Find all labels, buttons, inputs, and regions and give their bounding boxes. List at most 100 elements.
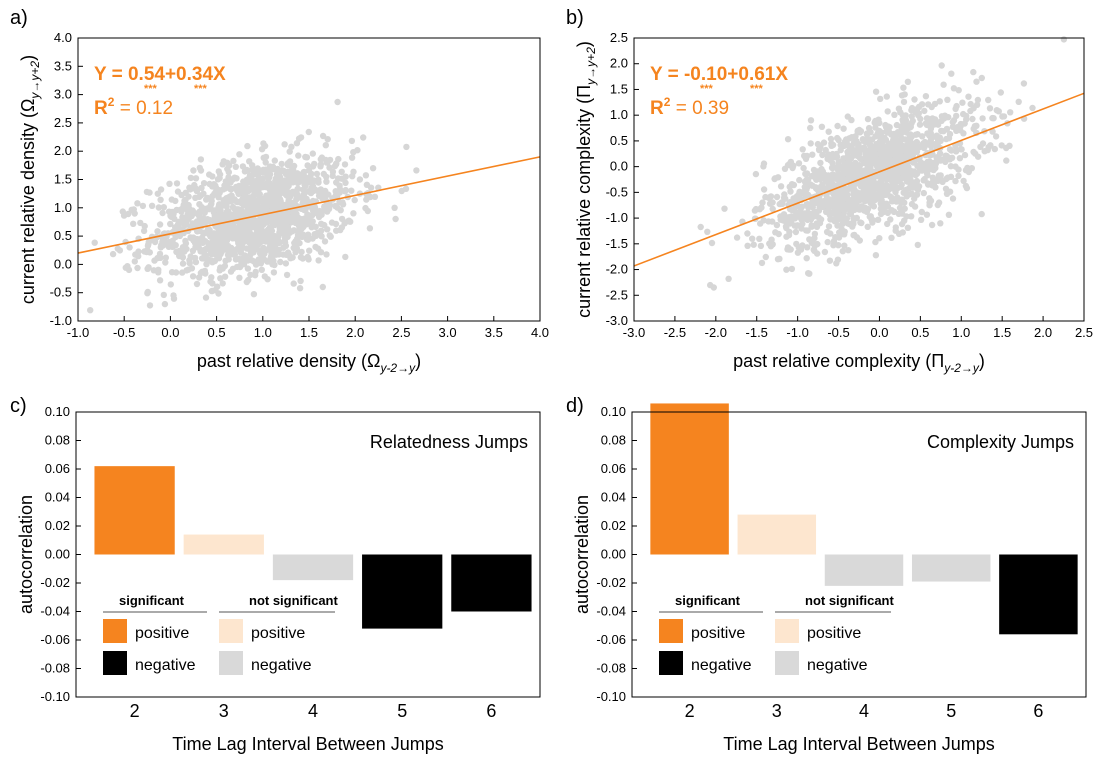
- scatter-point: [240, 181, 247, 188]
- scatter-point: [844, 148, 851, 156]
- scatter-point: [992, 133, 1000, 140]
- scatter-point: [252, 261, 260, 268]
- r-squared-sup: 2: [108, 95, 115, 109]
- scatter-point: [886, 129, 893, 136]
- scatter-point: [295, 216, 302, 223]
- scatter-point: [333, 227, 340, 234]
- scatter-point: [877, 210, 885, 218]
- scatter-point: [266, 195, 273, 202]
- scatter-point: [301, 179, 309, 186]
- scatter-point: [803, 152, 811, 160]
- scatter-point: [323, 178, 330, 185]
- scatter-point: [787, 159, 794, 167]
- x-tick-label: 1.0: [254, 325, 272, 340]
- scatter-point: [904, 224, 912, 231]
- y-tick-label: 4.0: [54, 30, 72, 45]
- scatter-point: [211, 233, 218, 240]
- scatter-point: [841, 242, 848, 249]
- scatter-point: [830, 199, 837, 206]
- scatter-point: [924, 158, 931, 166]
- scatter-point: [209, 280, 216, 287]
- scatter-point: [804, 191, 812, 198]
- plot-frame: [633, 37, 1085, 322]
- scatter-points: [697, 36, 1068, 291]
- y-tick-label: 3.0: [54, 87, 72, 102]
- scatter-point: [283, 271, 291, 279]
- x-axis-label: past relative complexity (Πy-2→y): [733, 351, 985, 375]
- scatter-point: [220, 233, 227, 240]
- scatter-point: [797, 210, 804, 217]
- scatter-point: [179, 269, 186, 276]
- scatter-point: [844, 191, 851, 198]
- scatter-point: [936, 150, 944, 157]
- scatter-point: [956, 155, 964, 162]
- scatter-point: [146, 302, 154, 309]
- scatter-point: [872, 117, 879, 125]
- scatter-point: [250, 291, 258, 298]
- scatter-point: [413, 167, 420, 174]
- scatter-point: [756, 235, 763, 242]
- scatter-point: [157, 196, 164, 203]
- scatter-point: [291, 208, 299, 215]
- scatter-point: [896, 143, 903, 150]
- scatter-point: [886, 186, 893, 193]
- r-squared-label: R: [650, 98, 664, 119]
- scatter-point: [290, 280, 297, 287]
- scatter-point: [321, 221, 328, 229]
- scatter-point: [362, 172, 370, 179]
- scatter-point: [131, 210, 138, 217]
- scatter-point: [904, 78, 912, 86]
- scatter-point: [194, 236, 202, 243]
- scatter-point: [864, 197, 872, 204]
- scatter-point: [892, 188, 899, 196]
- scatter-point: [201, 268, 208, 276]
- bar: [183, 534, 264, 555]
- scatter-point: [900, 84, 907, 91]
- scatter-point: [238, 259, 245, 267]
- scatter-point: [167, 220, 174, 228]
- scatter-point: [232, 228, 240, 235]
- y-tick-label: 0.04: [45, 490, 70, 505]
- x-tick-label: 4: [859, 701, 869, 721]
- scatter-point: [275, 239, 283, 247]
- scatter-point: [222, 195, 230, 202]
- y-tick-label: -0.06: [596, 632, 626, 647]
- scatter-point: [134, 264, 141, 272]
- x-tick-label: -3.0: [623, 325, 645, 340]
- scatter-point: [960, 177, 967, 185]
- scatter-point: [185, 201, 192, 209]
- y-tick-label: 1.5: [54, 172, 72, 187]
- x-tick-label: 1.5: [300, 325, 318, 340]
- scatter-point: [319, 283, 326, 291]
- scatter-point: [886, 124, 893, 131]
- scatter-point: [823, 228, 831, 236]
- scatter-point: [822, 208, 830, 215]
- bar: [824, 554, 904, 586]
- scatter-point: [167, 281, 174, 288]
- scatter-point: [144, 242, 152, 250]
- scatter-point: [744, 230, 751, 237]
- y-tick-label: -3.0: [606, 313, 628, 328]
- scatter-point: [932, 184, 939, 191]
- scatter-point: [914, 162, 921, 170]
- scatter-point: [970, 125, 977, 132]
- scatter-point: [1015, 98, 1022, 106]
- scatter-point: [984, 146, 991, 154]
- y-tick-label: 2.0: [54, 143, 72, 158]
- scatter-point: [237, 208, 244, 216]
- scatter-point: [214, 283, 221, 290]
- scatter-point: [283, 217, 290, 225]
- scatter-point: [938, 117, 945, 125]
- scatter-point: [908, 133, 915, 140]
- scatter-point: [151, 238, 159, 246]
- scatter-point: [928, 103, 935, 111]
- r-squared: R2 = 0.12: [94, 95, 173, 119]
- scatter-point: [236, 274, 243, 281]
- scatter-point: [824, 152, 832, 159]
- scatter-point: [252, 268, 259, 276]
- scatter-point: [898, 181, 905, 188]
- scatter-point: [893, 198, 900, 205]
- scatter-point: [908, 213, 915, 220]
- scatter-point: [765, 218, 772, 225]
- y-axis-label-sub: y→y+2: [584, 47, 598, 86]
